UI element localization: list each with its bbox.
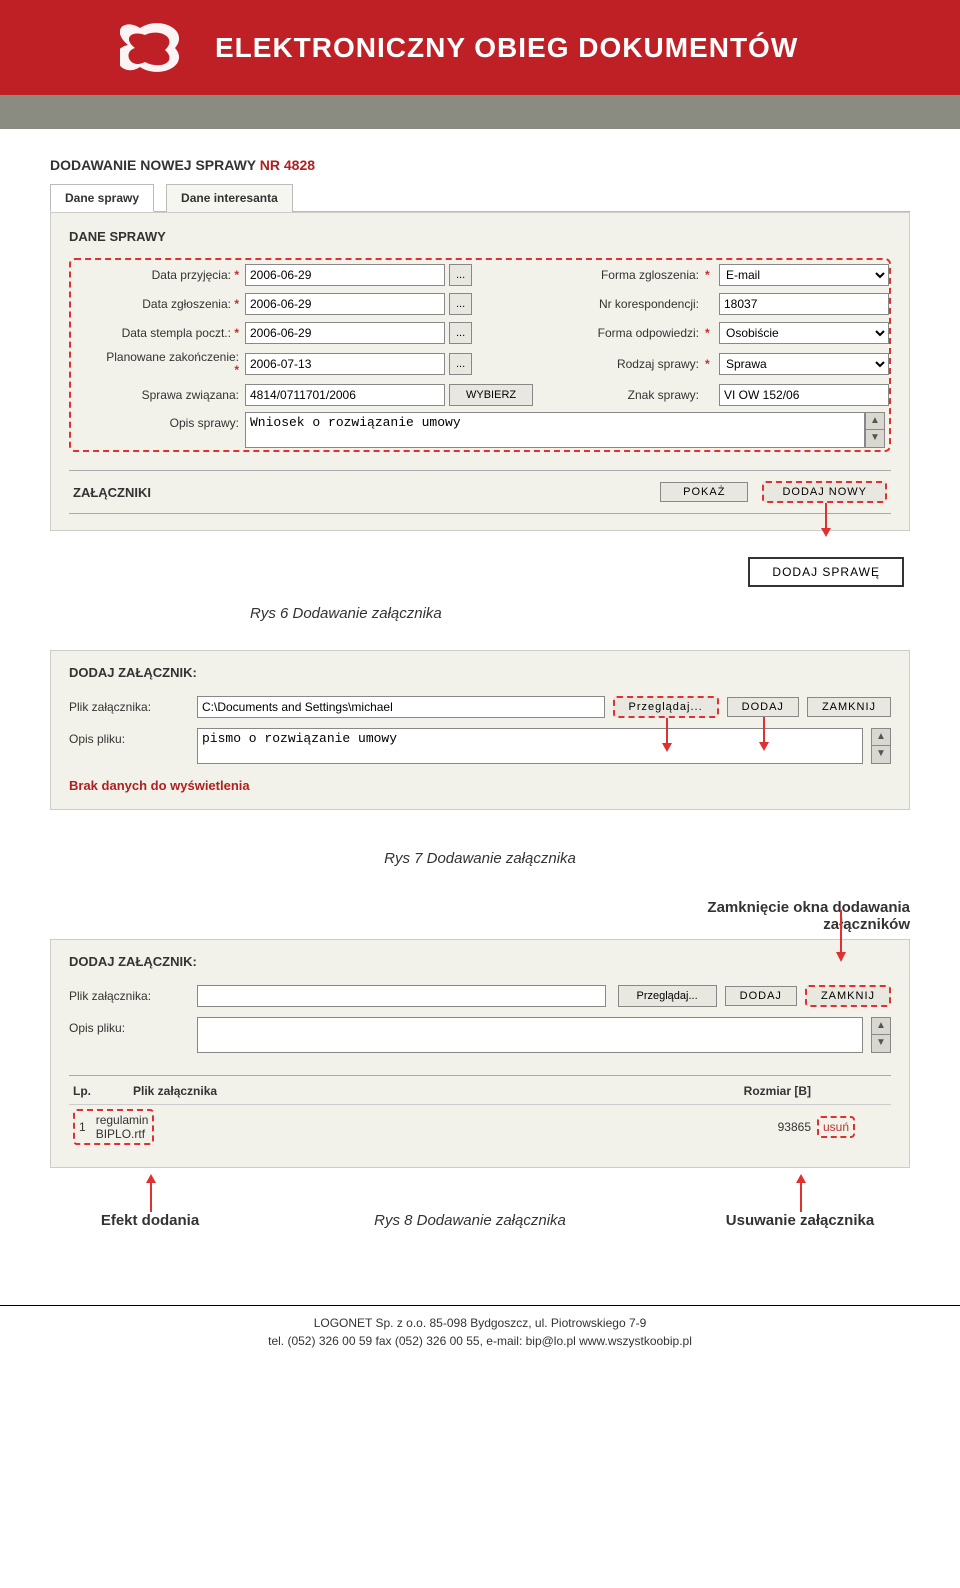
label-forma-odp: Forma odpowiedzi: [555, 326, 705, 340]
dodaj-button-1[interactable]: DODAJ [727, 697, 799, 717]
row-file: regulamin BIPLO.rtf [96, 1113, 149, 1141]
att-table-head: Lp. Plik załącznika Rozmiar [B] [69, 1075, 891, 1104]
gray-bar [0, 95, 960, 129]
zamknij-button-1[interactable]: ZAMKNIJ [807, 697, 891, 717]
przegladaj-button-2[interactable]: Przeglądaj... [618, 985, 717, 1007]
dodaj-sprawe-button[interactable]: DODAJ SPRAWĘ [748, 557, 904, 587]
input-data-zgloszenia[interactable] [245, 293, 445, 315]
attachments-bar: ZAŁĄCZNIKI POKAŻ DODAJ NOWY [69, 470, 891, 514]
heading-nr: NR 4828 [260, 157, 315, 173]
dodaj-button-2[interactable]: DODAJ [725, 986, 797, 1006]
textarea-opis[interactable]: Wniosek o rozwiązanie umowy [245, 412, 865, 448]
dialog2-plik-input[interactable] [197, 985, 606, 1007]
footer: LOGONET Sp. z o.o. 85-098 Bydgoszcz, ul.… [0, 1305, 960, 1366]
page-heading: DODAWANIE NOWEJ SPRAWY NR 4828 [50, 149, 910, 183]
label-forma-zgl: Forma zgloszenia: [555, 268, 705, 282]
caption-6: Rys 6 Dodawanie załącznika [50, 597, 910, 650]
tab-dane-sprawy[interactable]: Dane sprawy [50, 184, 154, 212]
input-nr-kor[interactable] [719, 293, 889, 315]
row-highlight: 1 regulamin BIPLO.rtf [73, 1109, 154, 1145]
tab-dane-interesanta[interactable]: Dane interesanta [166, 184, 293, 212]
caption-7: Rys 7 Dodawanie załącznika [0, 810, 960, 895]
select-rodzaj[interactable]: Sprawa [719, 353, 889, 375]
banner: ELEKTRONICZNY OBIEG DOKUMENTÓW [0, 0, 960, 95]
annot-efekt: Efekt dodania [50, 1212, 250, 1229]
dialog2-opis-textarea[interactable] [197, 1017, 863, 1053]
label-rodzaj: Rodzaj sprawy: [555, 357, 705, 371]
section-title: DANE SPRAWY [69, 229, 891, 244]
dialog1-scroll[interactable]: ▲▼ [871, 728, 891, 764]
attachments-title: ZAŁĄCZNIKI [73, 485, 151, 500]
dialog2-scroll[interactable]: ▲▼ [871, 1017, 891, 1053]
att-table-row: 1 regulamin BIPLO.rtf 93865 usuń [69, 1104, 891, 1151]
zamknij-button-2[interactable]: ZAMKNIJ [805, 985, 891, 1007]
annot-usuwanie: Usuwanie załącznika [690, 1212, 910, 1229]
logo-icon [120, 20, 190, 75]
dodaj-nowy-button[interactable]: DODAJ NOWY [762, 481, 887, 503]
pokaz-button[interactable]: POKAŻ [660, 482, 748, 502]
dialog2-plik-label: Plik załącznika: [69, 989, 189, 1003]
dialog2-opis-label: Opis pliku: [69, 1017, 189, 1035]
footer-line1: LOGONET Sp. z o.o. 85-098 Bydgoszcz, ul.… [0, 1314, 960, 1332]
banner-title: ELEKTRONICZNY OBIEG DOKUMENTÓW [215, 32, 798, 64]
label-data-stempla: Data stempla poczt.: * [75, 326, 245, 340]
select-forma-zgl[interactable]: E-mail [719, 264, 889, 286]
input-planowane[interactable] [245, 353, 445, 375]
th-plik: Plik załącznika [133, 1084, 667, 1098]
th-rozmiar: Rozmiar [B] [667, 1084, 817, 1098]
dialog1-title: DODAJ ZAŁĄCZNIK: [69, 665, 891, 680]
dialog1-opis-label: Opis pliku: [69, 728, 189, 746]
przegladaj-button-1[interactable]: Przeglądaj... [613, 696, 719, 718]
textarea-scroll[interactable]: ▲▼ [865, 412, 885, 448]
input-sprawa-zw[interactable] [245, 384, 445, 406]
dialog1-plik-input[interactable] [197, 696, 605, 718]
dialog2-title: DODAJ ZAŁĄCZNIK: [69, 954, 891, 969]
label-data-zgloszenia: Data zgłoszenia: * [75, 297, 245, 311]
datepick-przyjecia[interactable]: ... [449, 264, 472, 286]
datepick-planowane[interactable]: ... [449, 353, 472, 375]
highlighted-form-area: Data przyjęcia: * ... Forma zgloszenia: … [69, 258, 891, 452]
datepick-stempla[interactable]: ... [449, 322, 472, 344]
dialog1-nodata: Brak danych do wyświetlenia [69, 778, 891, 793]
input-data-stempla[interactable] [245, 322, 445, 344]
caption-8: Rys 8 Dodawanie załącznika [250, 1212, 690, 1229]
label-data-przyjecia: Data przyjęcia: * [75, 268, 245, 282]
label-sprawa-zw: Sprawa związana: [75, 388, 245, 402]
select-forma-odp[interactable]: Osobiście [719, 322, 889, 344]
label-znak: Znak sprawy: [555, 388, 705, 402]
form-panel: DANE SPRAWY Data przyjęcia: * ... Forma … [50, 212, 910, 531]
wybierz-button[interactable]: WYBIERZ [449, 384, 533, 406]
th-lp: Lp. [73, 1084, 133, 1098]
row-lp: 1 [79, 1120, 86, 1134]
datepick-zgloszenia[interactable]: ... [449, 293, 472, 315]
input-znak[interactable] [719, 384, 889, 406]
dialog1-plik-label: Plik załącznika: [69, 700, 189, 714]
usun-link[interactable]: usuń [823, 1120, 849, 1134]
label-planowane: Planowane zakończenie:* [75, 351, 245, 377]
label-opis: Opis sprawy: [75, 412, 245, 430]
input-data-przyjecia[interactable] [245, 264, 445, 286]
tabs: Dane sprawy Dane interesanta [50, 183, 910, 212]
annot-zamkniecie: Zamknięcie okna dodawania załączników [680, 899, 910, 933]
add-attachment-dialog-1: DODAJ ZAŁĄCZNIK: Plik załącznika: Przegl… [50, 650, 910, 810]
row-size: 93865 [667, 1120, 817, 1134]
add-attachment-dialog-2: DODAJ ZAŁĄCZNIK: Plik załącznika: Przegl… [50, 939, 910, 1168]
heading-prefix: DODAWANIE NOWEJ SPRAWY [50, 157, 260, 173]
label-nr-kor: Nr korespondencji: [555, 297, 705, 311]
footer-line2: tel. (052) 326 00 59 fax (052) 326 00 55… [0, 1332, 960, 1350]
